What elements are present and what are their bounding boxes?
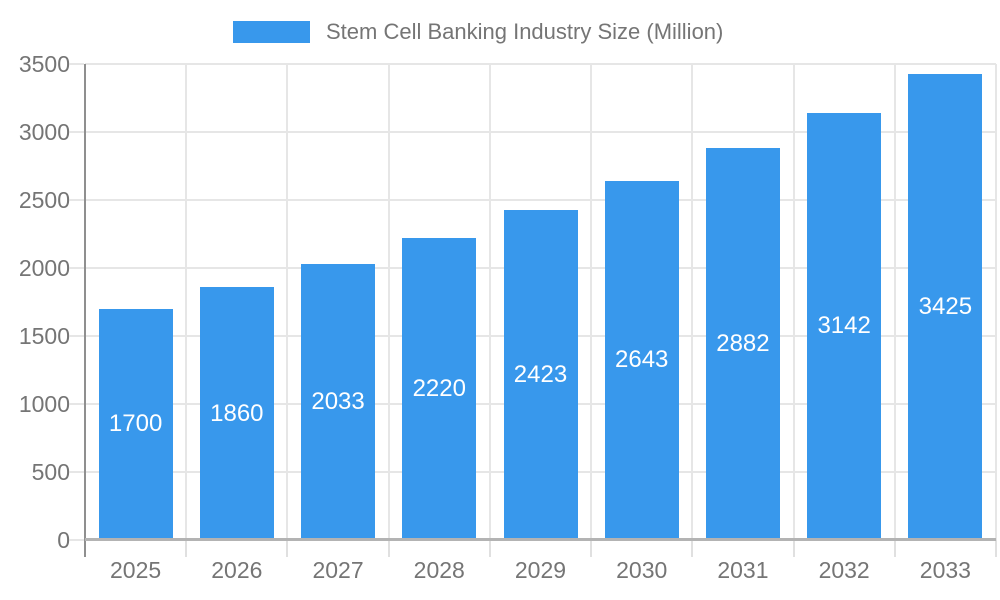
x-tick-mark [185, 540, 188, 557]
legend-swatch [233, 21, 310, 43]
v-gridline [488, 64, 491, 540]
x-tick-label: 2032 [818, 557, 870, 583]
x-tick-label: 2030 [616, 557, 668, 583]
bar-value-label: 2220 [412, 375, 466, 403]
x-tick-label: 2028 [413, 557, 465, 583]
y-axis-line [84, 64, 86, 557]
legend-title: Stem Cell Banking Industry Size (Million… [326, 19, 724, 44]
x-tick-mark [387, 540, 390, 557]
v-gridline [185, 64, 188, 540]
y-tick-label: 2500 [18, 187, 70, 213]
x-tick-label: 2027 [312, 557, 364, 583]
bar[interactable]: 1860 [199, 287, 274, 540]
y-axis-labels: 0 500 1000 1500 2000 2500 3000 3500 [0, 51, 70, 553]
h-gridline [85, 131, 996, 133]
bar[interactable]: 2882 [705, 148, 780, 540]
x-axis-line [85, 538, 996, 541]
x-axis-labels: 2025 2026 2027 2028 2029 2030 2031 2032 2033 [85, 556, 996, 588]
bar-value-label: 2033 [311, 387, 365, 415]
y-tick-mark [69, 131, 84, 133]
x-tick-mark [590, 540, 593, 557]
bar[interactable]: 2033 [301, 263, 376, 540]
v-gridline [893, 64, 896, 540]
bar-value-label: 2882 [716, 330, 770, 358]
x-tick-mark [792, 540, 795, 557]
y-tick-mark [69, 539, 84, 541]
x-tick-mark [488, 540, 491, 557]
y-tick-mark [69, 403, 84, 405]
y-tick-label: 3500 [18, 51, 70, 77]
bar[interactable]: 2220 [402, 238, 477, 540]
x-tick-mark [995, 540, 997, 557]
y-tick-mark [69, 267, 84, 269]
h-gridline [85, 199, 996, 201]
v-gridline [590, 64, 593, 540]
y-tick-label: 1500 [18, 323, 70, 349]
y-tick-mark [69, 63, 84, 65]
y-tick-label: 1000 [18, 391, 70, 417]
v-gridline [286, 64, 289, 540]
x-tick-label: 2029 [514, 557, 567, 583]
bar[interactable]: 1700 [98, 308, 173, 540]
v-gridline [387, 64, 390, 540]
x-tick-label: 2025 [110, 557, 162, 583]
bar-value-label: 2643 [615, 346, 669, 374]
y-tick-mark [69, 471, 84, 473]
bar[interactable]: 2423 [503, 210, 578, 540]
x-tick-mark [286, 540, 289, 557]
bar[interactable]: 3425 [908, 74, 983, 540]
y-tick-mark [69, 335, 84, 337]
x-tick-label: 2033 [919, 557, 971, 583]
y-tick-label: 2000 [18, 255, 70, 281]
y-tick-label: 3000 [18, 119, 70, 145]
bar-value-label: 1860 [210, 399, 264, 427]
y-tick-label: 500 [31, 459, 70, 485]
bar-value-label: 3142 [817, 312, 871, 340]
y-tick-mark [69, 199, 84, 201]
bar-value-label: 1700 [108, 410, 163, 438]
bar[interactable]: 3142 [807, 112, 882, 540]
x-tick-label: 2026 [211, 557, 263, 583]
v-gridline [995, 64, 997, 540]
y-tick-label: 0 [57, 527, 70, 553]
v-gridline [691, 64, 694, 540]
bar[interactable]: 2643 [604, 180, 679, 540]
bar-value-label: 3425 [918, 293, 973, 321]
plot-area: 1700 1860 2033 2220 2423 2643 2882 3142 3425 [69, 63, 997, 557]
v-gridline [792, 64, 795, 540]
bar-value-label: 2423 [513, 361, 568, 389]
legend-item[interactable]: Stem Cell Banking Industry Size (Million… [233, 18, 723, 46]
x-tick-mark [893, 540, 896, 557]
h-gridline [85, 63, 996, 65]
x-tick-mark [691, 540, 694, 557]
x-tick-label: 2031 [717, 557, 769, 583]
